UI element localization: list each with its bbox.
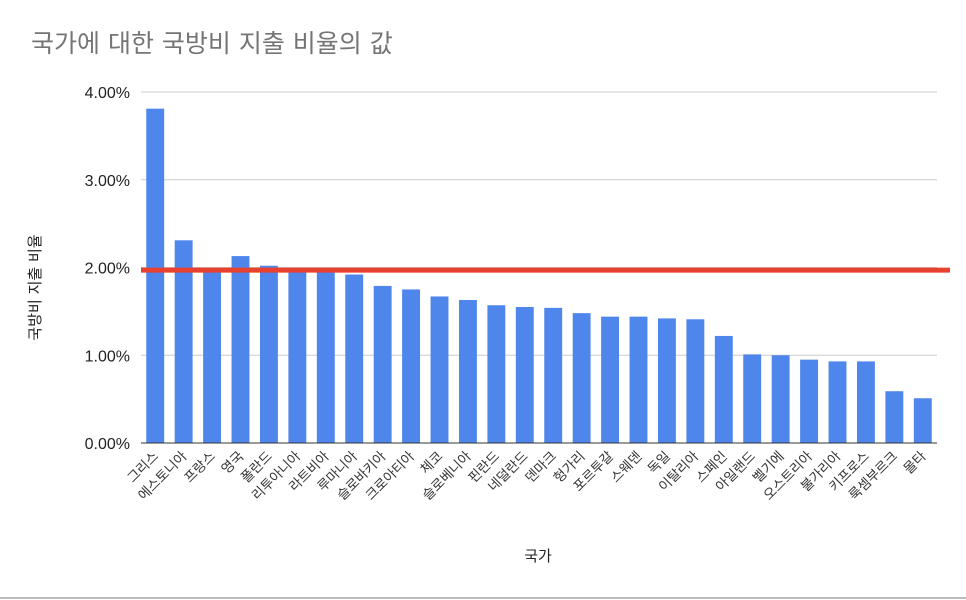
bar	[402, 289, 421, 443]
bar	[686, 319, 705, 443]
y-tick-label: 2.00%	[85, 261, 130, 278]
bar	[174, 240, 193, 443]
bar	[856, 361, 875, 443]
bars	[146, 108, 932, 444]
bar	[743, 354, 762, 443]
chart-title: 국가에 대한 국방비 지출 비율의 값	[31, 29, 393, 58]
bar	[657, 318, 676, 443]
bar	[316, 270, 335, 443]
y-tick-label: 1.00%	[85, 348, 130, 365]
bar	[629, 316, 648, 443]
x-category-label: 스웨덴	[608, 449, 646, 487]
bar	[288, 270, 307, 443]
bottom-divider	[0, 597, 966, 599]
x-category-label: 덴마크	[522, 449, 560, 487]
bar	[259, 265, 278, 443]
x-category-label: 프랑스	[181, 449, 219, 487]
bar	[345, 274, 364, 443]
bar	[373, 285, 392, 443]
bar	[544, 307, 563, 443]
bar	[231, 256, 250, 443]
y-tick-label: 3.00%	[85, 173, 130, 190]
bar	[828, 361, 847, 443]
y-tick-label: 0.00%	[85, 436, 130, 453]
bar	[885, 391, 904, 443]
bar	[601, 316, 620, 443]
bar	[913, 398, 932, 443]
y-tick-label: 4.00%	[85, 85, 130, 102]
bar	[515, 306, 534, 443]
x-axis-title: 국가	[524, 547, 552, 565]
bar	[800, 359, 819, 443]
bar	[430, 296, 449, 443]
bar	[146, 108, 165, 444]
y-axis-title: 국방비 지출 비율	[26, 234, 44, 340]
bar	[203, 269, 222, 443]
x-category-label: 몰타	[901, 448, 930, 477]
bar	[487, 305, 506, 443]
bar	[771, 355, 790, 443]
bar	[458, 299, 477, 443]
bar	[572, 313, 591, 443]
y-axis-ticks: 0.00% 1.00% 2.00% 3.00% 4.00%	[85, 85, 130, 453]
bar	[714, 335, 733, 443]
